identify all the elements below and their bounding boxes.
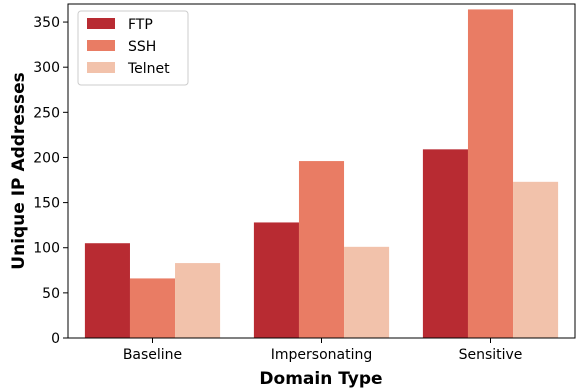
bars-group	[84, 9, 559, 338]
y-tick-label: 150	[33, 196, 60, 212]
y-tick-label: 100	[33, 241, 60, 257]
y-tick-label: 250	[33, 105, 60, 121]
legend-label-telnet: Telnet	[127, 61, 170, 77]
bar-ftp-impersonating	[253, 222, 299, 338]
bar-telnet-baseline	[175, 263, 221, 338]
legend-swatch-ssh	[87, 40, 115, 51]
legend: FTP SSH Telnet	[77, 10, 189, 86]
x-axis-ticks: Baseline Impersonating Sensitive	[123, 338, 523, 363]
bar-ssh-baseline	[129, 278, 176, 338]
x-tick-label-impersonating: Impersonating	[271, 347, 372, 363]
legend-label-ssh: SSH	[128, 39, 156, 55]
y-tick-label: 350	[33, 15, 60, 31]
x-axis-label: Domain Type	[259, 369, 382, 389]
y-tick-label: 50	[42, 286, 60, 302]
x-tick-label-baseline: Baseline	[123, 347, 182, 363]
plot-frame	[67, 3, 576, 339]
y-axis-ticks: 0 50 100 150 200 250 300 350	[33, 15, 68, 347]
y-tick-label: 300	[33, 60, 60, 76]
legend-swatch-ftp	[87, 18, 115, 29]
x-tick-label-sensitive: Sensitive	[459, 347, 523, 363]
y-axis-label: Unique IP Addresses	[9, 72, 29, 269]
legend-label-ftp: FTP	[128, 17, 153, 33]
bar-ftp-baseline	[84, 243, 130, 338]
bar-ftp-sensitive	[422, 149, 468, 338]
bar-ssh-impersonating	[298, 161, 345, 338]
y-tick-label: 0	[51, 331, 60, 347]
legend-swatch-telnet	[87, 62, 115, 73]
bar-ssh-sensitive	[467, 9, 514, 338]
y-tick-label: 200	[33, 150, 60, 166]
bar-telnet-impersonating	[344, 246, 390, 338]
bar-telnet-sensitive	[513, 181, 559, 338]
